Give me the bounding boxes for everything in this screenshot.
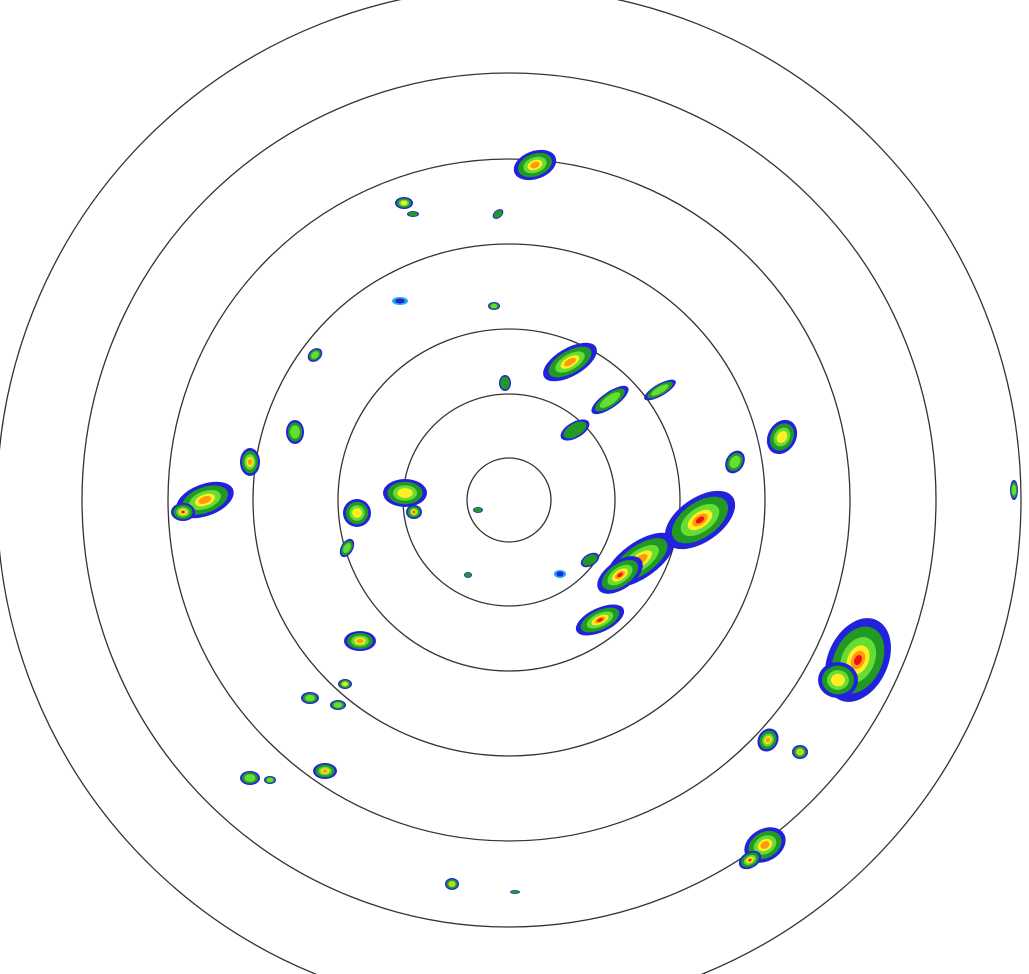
- echo-intensity-layer: [290, 425, 300, 439]
- echo-cell: [286, 420, 304, 444]
- echo-cell: [338, 679, 352, 689]
- echo-cell: [792, 745, 808, 759]
- echo-cell: [818, 662, 858, 698]
- echo-cell: [339, 538, 355, 558]
- echo-cell: [597, 556, 643, 594]
- echo-cell: [240, 771, 260, 785]
- echo-intensity-layer: [305, 694, 315, 702]
- echo-intensity-layer: [400, 200, 408, 206]
- echo-cell: [330, 700, 346, 710]
- range-ring: [81, 72, 937, 928]
- echo-cell: [473, 507, 483, 513]
- echo-intensity-layer: [395, 298, 405, 304]
- echo-cell: [744, 827, 786, 863]
- precipitation-echoes: [171, 149, 1018, 894]
- echo-intensity-layer: [776, 431, 788, 443]
- echo-intensity-layer: [582, 554, 598, 566]
- echo-cell: [171, 503, 195, 521]
- echo-cell: [301, 692, 319, 704]
- echo-intensity-layer: [500, 376, 510, 390]
- echo-intensity-layer: [247, 458, 253, 466]
- echo-intensity-layer: [490, 303, 498, 309]
- echo-cell: [307, 348, 323, 362]
- echo-intensity-layer: [695, 516, 705, 524]
- echo-intensity-layer: [854, 654, 862, 666]
- echo-intensity-layer: [333, 702, 343, 708]
- echo-intensity-layer: [597, 618, 603, 622]
- range-ring: [167, 158, 851, 842]
- echo-intensity-layer: [511, 890, 519, 894]
- echo-intensity-layer: [181, 510, 185, 514]
- range-ring: [252, 243, 766, 757]
- echo-intensity-layer: [556, 571, 564, 577]
- echo-intensity-layer: [563, 421, 587, 439]
- echo-cell: [240, 448, 260, 476]
- echo-cell: [488, 302, 500, 310]
- echo-cell: [395, 197, 413, 209]
- echo-cell: [513, 149, 557, 181]
- echo-cell: [757, 728, 779, 752]
- echo-cell: [492, 209, 504, 219]
- echo-cell: [725, 450, 745, 474]
- echo-intensity-layer: [408, 211, 418, 217]
- echo-cell: [575, 604, 625, 636]
- echo-cell: [406, 505, 422, 519]
- range-ring: [466, 457, 552, 543]
- echo-intensity-layer: [474, 507, 482, 513]
- echo-intensity-layer: [244, 774, 256, 782]
- echo-cell: [445, 878, 459, 890]
- echo-cell: [766, 419, 798, 455]
- echo-intensity-layer: [343, 542, 351, 554]
- echo-cell: [644, 379, 676, 401]
- echo-intensity-layer: [464, 572, 472, 578]
- echo-intensity-layer: [599, 392, 621, 408]
- echo-intensity-layer: [397, 488, 413, 498]
- echo-cell: [664, 490, 736, 550]
- echo-intensity-layer: [311, 351, 319, 359]
- echo-cell: [543, 342, 597, 382]
- echo-cell: [560, 419, 590, 441]
- echo-intensity-layer: [493, 210, 503, 218]
- echo-cell: [392, 297, 408, 305]
- echo-cell: [825, 618, 891, 702]
- echo-intensity-layer: [831, 673, 845, 687]
- echo-cell: [1010, 480, 1018, 500]
- echo-intensity-layer: [564, 357, 576, 367]
- echo-cell: [554, 570, 566, 578]
- echo-cell: [343, 499, 371, 527]
- echo-cell: [264, 776, 276, 784]
- echo-intensity-layer: [450, 882, 454, 886]
- echo-intensity-layer: [356, 638, 364, 644]
- echo-intensity-layer: [198, 495, 212, 505]
- echo-cell: [580, 552, 600, 568]
- echo-intensity-layer: [617, 572, 623, 578]
- echo-cell: [313, 763, 337, 779]
- echo-intensity-layer: [322, 769, 328, 773]
- echo-intensity-layer: [352, 508, 362, 518]
- range-ring: [337, 328, 681, 672]
- echo-intensity-layer: [342, 682, 348, 686]
- echo-intensity-layer: [748, 858, 752, 862]
- echo-cell: [499, 375, 511, 391]
- echo-intensity-layer: [760, 841, 770, 849]
- echo-intensity-layer: [413, 511, 415, 513]
- echo-intensity-layer: [1011, 484, 1017, 496]
- echo-intensity-layer: [765, 737, 771, 743]
- echo-intensity-layer: [266, 777, 274, 783]
- echo-cell: [591, 385, 629, 415]
- echo-intensity-layer: [729, 455, 741, 469]
- echo-cell: [738, 850, 762, 870]
- echo-intensity-layer: [798, 750, 802, 754]
- echo-cell: [464, 572, 472, 578]
- echo-cell: [510, 890, 520, 894]
- echo-intensity-layer: [651, 384, 669, 396]
- echo-cell: [407, 211, 419, 217]
- echo-cell: [383, 479, 427, 507]
- echo-intensity-layer: [530, 161, 540, 169]
- echo-cell: [344, 631, 376, 651]
